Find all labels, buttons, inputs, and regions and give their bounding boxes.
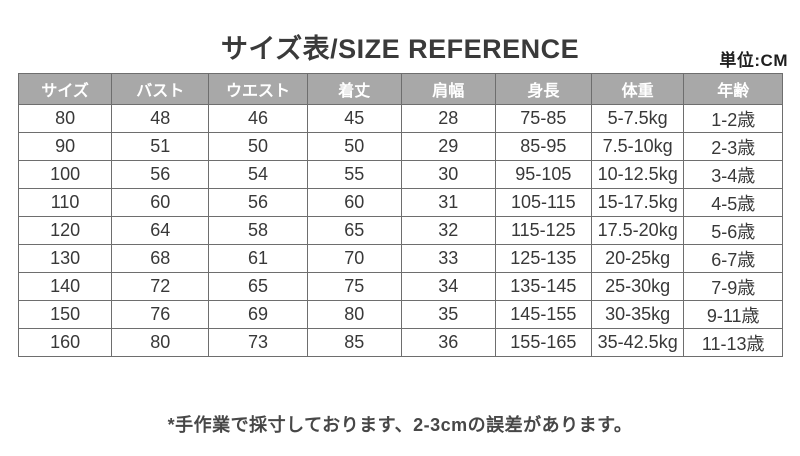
table-row: 160 80 73 85 36 155-165 35-42.5kg 11-13歳 [17,328,783,357]
table-row: 120 64 58 65 32 115-125 17.5-20kg 5-6歳 [17,216,783,245]
table-cell: 10-12.5kg [590,160,685,189]
table-cell: 70 [306,244,402,273]
table-cell: 25-30kg [590,272,685,301]
table-cell: 145-155 [494,300,592,329]
table-cell: 60 [306,188,402,217]
table-cell: 65 [208,272,308,301]
table-cell: 65 [306,216,402,245]
table-cell: 46 [208,104,308,133]
table-cell: 9-11歳 [683,300,783,329]
table-cell: 135-145 [494,272,592,301]
table-cell: 140 [17,272,113,301]
table-cell: 85 [306,328,402,357]
table-cell: 3-4歳 [683,160,783,189]
table-cell: 33 [400,244,496,273]
table-cell: 29 [400,132,496,161]
column-header: 身長 [494,73,592,105]
table-cell: 125-135 [494,244,592,273]
table-cell: 160 [17,328,113,357]
table-cell: 69 [208,300,308,329]
table-cell: 17.5-20kg [590,216,685,245]
table-cell: 20-25kg [590,244,685,273]
table-cell: 80 [17,104,113,133]
table-cell: 45 [306,104,402,133]
table-cell: 32 [400,216,496,245]
table-cell: 5-7.5kg [590,104,685,133]
table-cell: 56 [111,160,210,189]
table-row: 130 68 61 70 33 125-135 20-25kg 6-7歳 [17,244,783,273]
page-title-japanese: サイズ表 [220,34,331,64]
table-cell: 60 [111,188,210,217]
table-cell: 90 [17,132,113,161]
table-cell: 30-35kg [590,300,685,329]
column-header: サイズ [17,73,113,105]
table-cell: 80 [306,300,402,329]
table-cell: 73 [208,328,308,357]
table-body: 80 48 46 45 28 75-85 5-7.5kg 1-2歳 90 51 50 50 29 85-9… [17,104,783,357]
table-cell: 155-165 [494,328,592,357]
table-cell: 4-5歳 [683,188,783,217]
table-cell: 7.5-10kg [590,132,685,161]
table-cell: 80 [111,328,210,357]
table-cell: 75-85 [494,104,592,133]
unit-label: 単位:CM [719,51,788,70]
page-title: サイズ表/SIZE REFERENCE [0,27,800,66]
table-cell: 56 [208,188,308,217]
table-row: 150 76 69 80 35 145-155 30-35kg 9-11歳 [17,300,783,329]
table-cell: 50 [208,132,308,161]
table-cell: 34 [400,272,496,301]
table-cell: 11-13歳 [683,328,783,357]
table-cell: 7-9歳 [683,272,783,301]
column-header: 体重 [590,73,685,105]
table-cell: 115-125 [494,216,592,245]
table-cell: 110 [17,188,113,217]
table-cell: 1-2歳 [683,104,783,133]
table-cell: 58 [208,216,308,245]
table-cell: 51 [111,132,210,161]
table-row: 90 51 50 50 29 85-95 7.5-10kg 2-3歳 [17,132,783,161]
table-cell: 120 [17,216,113,245]
column-header: 年齢 [683,73,783,105]
page-title-english: /SIZE REFERENCE [330,34,580,64]
table-cell: 150 [17,300,113,329]
column-header: ウエスト [208,73,308,105]
table-cell: 36 [400,328,496,357]
table-cell: 48 [111,104,210,133]
table-row: 100 56 54 55 30 95-105 10-12.5kg 3-4歳 [17,160,783,189]
table-cell: 68 [111,244,210,273]
table-cell: 72 [111,272,210,301]
table-cell: 35 [400,300,496,329]
size-table: サイズ バスト ウエスト 着丈 肩幅 身長 体重 年齢 80 48 46 45 28 75-85 5-7.… [17,73,783,357]
table-row: 140 72 65 75 34 135-145 25-30kg 7-9歳 [17,272,783,301]
table-cell: 54 [208,160,308,189]
table-cell: 50 [306,132,402,161]
table-cell: 31 [400,188,496,217]
table-cell: 95-105 [494,160,592,189]
column-header: バスト [111,73,210,105]
table-cell: 130 [17,244,113,273]
table-row: 80 48 46 45 28 75-85 5-7.5kg 1-2歳 [17,104,783,133]
table-cell: 55 [306,160,402,189]
table-cell: 15-17.5kg [590,188,685,217]
table-header-row: サイズ バスト ウエスト 着丈 肩幅 身長 体重 年齢 [17,73,783,105]
table-cell: 85-95 [494,132,592,161]
table-cell: 30 [400,160,496,189]
table-cell: 61 [208,244,308,273]
column-header: 着丈 [306,73,402,105]
measurement-note: *手作業で採寸しております、2-3cmの誤差があります。 [167,415,633,435]
table-cell: 105-115 [494,188,592,217]
table-cell: 2-3歳 [683,132,783,161]
table-cell: 35-42.5kg [590,328,685,357]
table-row: 110 60 56 60 31 105-115 15-17.5kg 4-5歳 [17,188,783,217]
table-cell: 6-7歳 [683,244,783,273]
table-cell: 100 [17,160,113,189]
table-cell: 75 [306,272,402,301]
table-cell: 76 [111,300,210,329]
column-header: 肩幅 [400,73,496,105]
table-cell: 64 [111,216,210,245]
table-cell: 28 [400,104,496,133]
table-cell: 5-6歳 [683,216,783,245]
